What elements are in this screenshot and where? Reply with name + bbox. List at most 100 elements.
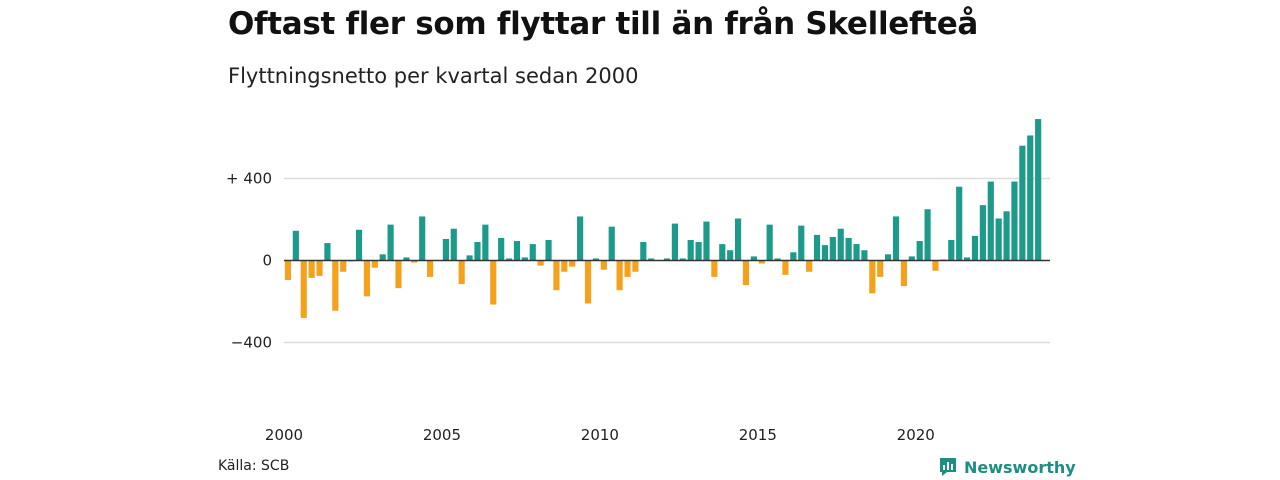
y-tick-label: 0 (262, 252, 272, 270)
bar-2015-q1 (758, 260, 765, 264)
bar-2006-q3 (490, 260, 497, 305)
logo-text: Newsworthy (964, 457, 1076, 477)
bar-2006-q1 (474, 242, 481, 261)
x-tick-label: 2010 (581, 426, 619, 444)
bar-2010-q2 (608, 226, 615, 261)
bar-2017-q2 (829, 236, 836, 261)
bar-2015-q2 (766, 224, 773, 261)
bar-2008-q1 (537, 260, 544, 266)
bar-2002-q3 (363, 260, 370, 297)
bar-2012-q4 (687, 240, 694, 261)
source-note: Källa: SCB (218, 458, 290, 474)
bar-2014-q4 (750, 256, 757, 261)
bar-2008-q4 (561, 260, 568, 272)
bar-2017-q4 (845, 237, 852, 261)
bar-2001-q2 (324, 243, 331, 261)
bar-2003-q2 (387, 224, 394, 261)
bar-2001-q4 (340, 260, 347, 272)
bar-2019-q2 (892, 216, 900, 261)
bar-2019-q3 (900, 260, 907, 287)
bar-2014-q3 (742, 260, 750, 286)
newsworthy-logo-icon (940, 458, 956, 476)
bar-2017-q3 (837, 228, 844, 261)
bar-2021-q2 (956, 186, 963, 261)
bar-2002-q2 (355, 229, 363, 261)
bar-2005-q2 (450, 228, 457, 261)
bars (284, 119, 1042, 318)
bar-2007-q1 (505, 258, 513, 261)
bar-2010-q4 (624, 260, 631, 277)
bar-2003-q3 (395, 260, 402, 289)
bar-2014-q2 (734, 218, 742, 261)
bar-2001-q1 (316, 260, 323, 276)
bar-2003-q1 (379, 254, 386, 261)
bar-2015-q4 (782, 260, 789, 275)
axis: + 400 0 −400 2000 2005 2010 2015 2020 (226, 170, 1050, 444)
bar-2020-q1 (916, 241, 923, 261)
bar-2000-q1 (284, 260, 292, 280)
bar-2022-q1 (979, 205, 986, 261)
chart-title: Oftast fler som flyttar till än från Ske… (228, 6, 979, 42)
bar-2003-q4 (403, 257, 410, 261)
bar-2020-q2 (924, 209, 931, 261)
bar-2009-q1 (569, 260, 576, 267)
bar-2017-q1 (821, 245, 829, 261)
bar-2019-q1 (885, 254, 892, 261)
bar-2008-q2 (545, 240, 552, 261)
bar-2013-q4 (719, 244, 726, 261)
bar-2005-q3 (458, 260, 465, 285)
bar-2013-q2 (703, 221, 710, 261)
bar-2018-q3 (869, 260, 876, 294)
bar-2018-q4 (877, 260, 884, 277)
chart-subtitle: Flyttningsnetto per kvartal sedan 2000 (228, 64, 639, 88)
bar-2018-q2 (861, 250, 868, 261)
bar-2004-q2 (419, 216, 426, 261)
y-tick-label: −400 (231, 334, 272, 352)
bar-2011-q3 (648, 258, 655, 261)
bar-2021-q3 (964, 257, 971, 261)
bar-2014-q1 (727, 250, 734, 261)
bar-2019-q4 (908, 256, 915, 261)
bar-2000-q4 (308, 260, 315, 278)
bar-2012-q3 (679, 258, 686, 261)
bar-2011-q1 (632, 260, 639, 272)
bar-2004-q1 (411, 260, 418, 263)
bar-2008-q3 (553, 260, 560, 291)
bar-2016-q4 (813, 234, 821, 261)
grid-lines (284, 177, 1050, 344)
bar-2002-q4 (371, 260, 378, 268)
bar-2009-q4 (592, 258, 600, 261)
bar-2006-q4 (498, 237, 505, 261)
y-tick-label: + 400 (226, 170, 272, 188)
bar-2022-q2 (987, 181, 994, 261)
x-tick-label: 2015 (739, 426, 777, 444)
bar-2023-q2 (1019, 145, 1026, 261)
bar-2010-q1 (600, 260, 607, 270)
bar-2016-q2 (798, 225, 805, 261)
bar-2004-q3 (427, 260, 434, 277)
x-tick-label: 2000 (265, 426, 303, 444)
bar-2012-q1 (663, 258, 671, 261)
bar-2010-q3 (616, 260, 623, 291)
x-tick-label: 2020 (897, 426, 935, 444)
bar-2021-q1 (948, 240, 955, 261)
bar-2023-q4 (1035, 119, 1042, 261)
bar-2015-q3 (774, 258, 781, 261)
bar-2012-q2 (671, 223, 678, 261)
bar-2006-q2 (482, 224, 489, 261)
bar-2021-q4 (971, 235, 979, 261)
bar-2022-q3 (995, 218, 1002, 261)
bar-2023-q1 (1011, 181, 1018, 261)
bar-2005-q4 (466, 255, 473, 261)
bar-2000-q2 (292, 230, 299, 261)
bar-2007-q4 (529, 244, 536, 261)
bar-2007-q2 (513, 241, 521, 261)
bar-2007-q3 (521, 257, 528, 261)
bar-2022-q4 (1003, 211, 1010, 261)
bar-2005-q1 (442, 238, 449, 261)
bar-2009-q2 (577, 216, 584, 261)
bar-2000-q3 (300, 260, 307, 318)
bar-2020-q3 (932, 260, 939, 271)
bar-2001-q3 (332, 260, 339, 311)
